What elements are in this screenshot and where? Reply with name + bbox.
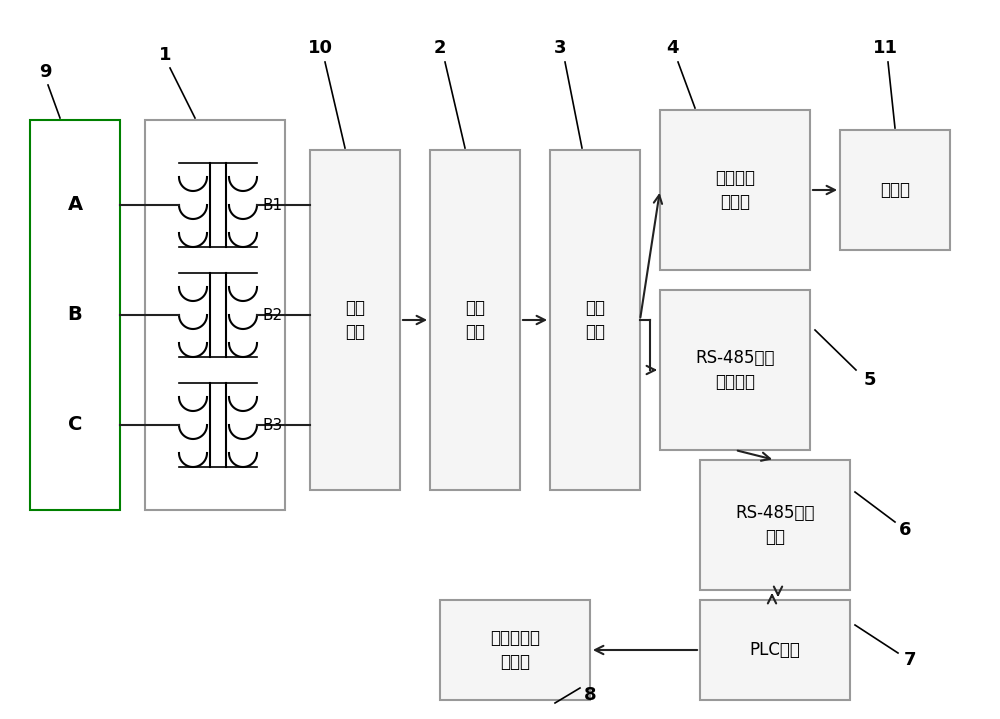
Text: RS-485通信
模块: RS-485通信 模块 xyxy=(735,504,815,546)
Bar xyxy=(310,150,400,490)
Bar xyxy=(30,120,120,510)
Text: 7: 7 xyxy=(904,651,916,669)
Text: 1: 1 xyxy=(159,46,171,64)
Text: 稳压
电路: 稳压 电路 xyxy=(465,299,485,341)
Text: 11: 11 xyxy=(872,39,898,57)
Text: 继电器驱
动电路: 继电器驱 动电路 xyxy=(715,169,755,211)
Text: 10: 10 xyxy=(308,39,332,57)
Bar xyxy=(430,150,520,490)
Bar xyxy=(440,600,590,700)
Text: B2: B2 xyxy=(263,308,283,323)
Text: 4: 4 xyxy=(666,39,678,57)
Text: 3: 3 xyxy=(554,39,566,57)
Text: C: C xyxy=(68,416,82,434)
Text: RS-485报警
通信电路: RS-485报警 通信电路 xyxy=(695,349,775,391)
Bar xyxy=(840,130,950,250)
Bar xyxy=(660,290,810,450)
Bar xyxy=(700,460,850,590)
Text: PLC模块: PLC模块 xyxy=(750,641,800,659)
Text: A: A xyxy=(67,196,83,214)
Text: 触摸式液晶
显示屏: 触摸式液晶 显示屏 xyxy=(490,629,540,671)
Bar xyxy=(550,150,640,490)
Text: 定时
电路: 定时 电路 xyxy=(585,299,605,341)
Text: 5: 5 xyxy=(864,371,876,389)
Text: 继电器: 继电器 xyxy=(880,181,910,199)
Text: B: B xyxy=(68,306,82,324)
Text: B3: B3 xyxy=(263,418,283,433)
Text: 9: 9 xyxy=(39,63,51,81)
Text: B1: B1 xyxy=(263,198,283,213)
Bar xyxy=(145,120,285,510)
Text: 6: 6 xyxy=(899,521,911,539)
Bar xyxy=(700,600,850,700)
Text: 8: 8 xyxy=(584,686,596,704)
Bar xyxy=(660,110,810,270)
Text: 2: 2 xyxy=(434,39,446,57)
Text: 整流
电路: 整流 电路 xyxy=(345,299,365,341)
